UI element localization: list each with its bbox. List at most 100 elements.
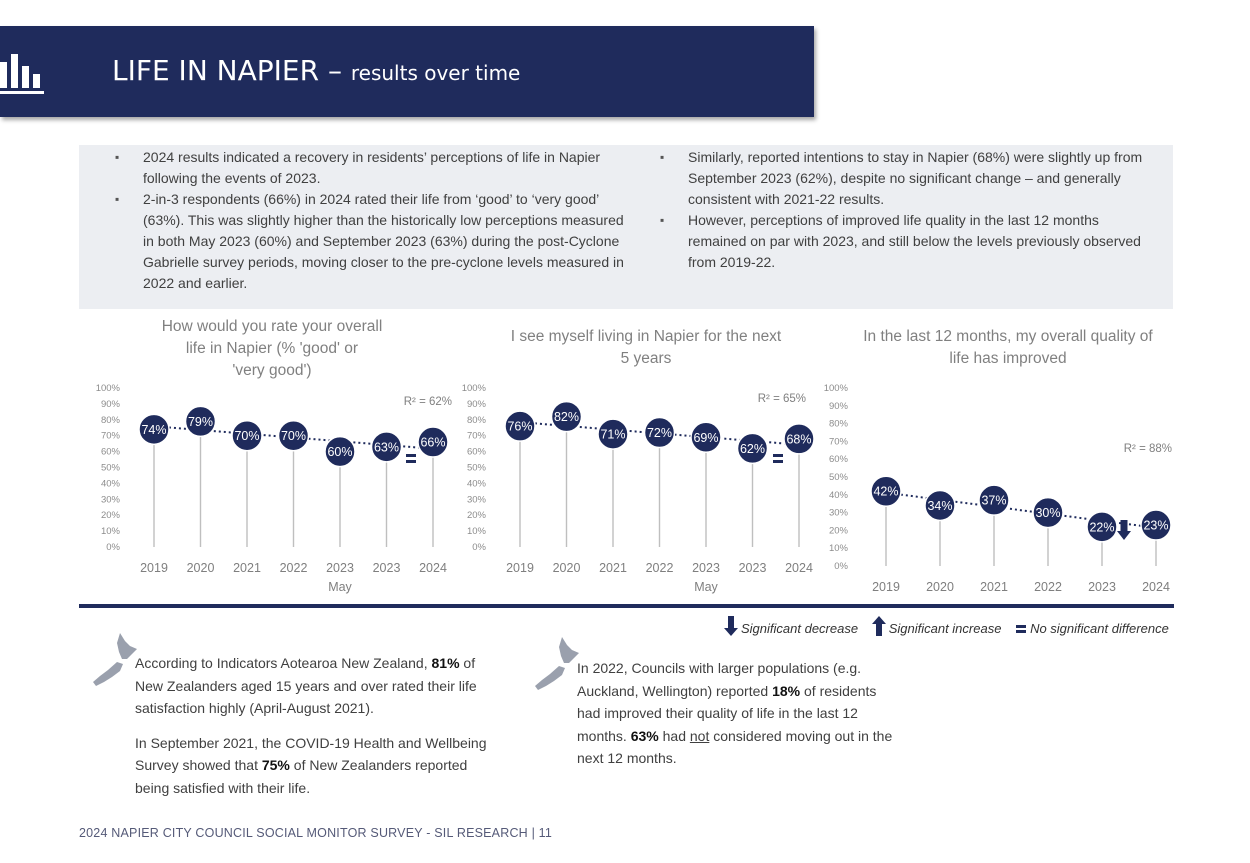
r-squared-label: R² = 65% <box>758 393 806 405</box>
x-tick-label: 2020 <box>553 561 581 575</box>
data-point <box>690 421 722 454</box>
equals-icon <box>406 454 416 463</box>
chart-title: How would you rate your overall <box>162 318 383 335</box>
chart-title: 'very good') <box>232 362 311 379</box>
x-tick-label: 2020 <box>926 580 954 594</box>
summary-left-list: 2024 results indicated a recovery in res… <box>111 147 631 294</box>
section-divider <box>79 604 1174 608</box>
data-point <box>370 431 403 463</box>
x-tick-label: 2022 <box>280 561 308 575</box>
data-label: 60% <box>327 445 352 459</box>
data-label: 82% <box>554 410 579 424</box>
data-point <box>138 413 170 446</box>
data-label: 74% <box>141 423 166 437</box>
legend-increase-label: Significant increase <box>888 621 1002 636</box>
data-label: 30% <box>1035 506 1060 520</box>
summary-right-item: However, perceptions of improved life qu… <box>656 210 1156 273</box>
x-tick-label: 2019 <box>140 561 168 575</box>
arrow-up-icon <box>871 616 886 636</box>
equals-icon <box>773 454 783 463</box>
equals-icon <box>1016 625 1027 633</box>
data-label: 62% <box>740 442 765 456</box>
x-tick-label: 2019 <box>506 561 534 575</box>
note-covid-survey: In September 2021, the COVID-19 Health a… <box>135 734 487 796</box>
y-tick-label: 50% <box>467 463 487 474</box>
y-tick-label: 30% <box>467 494 487 505</box>
x-tick-label: 2023 <box>326 561 354 575</box>
footer: 2024 NAPIER CITY COUNCIL SOCIAL MONITOR … <box>79 826 553 840</box>
y-tick-label: 90% <box>101 399 121 410</box>
y-tick-label: 10% <box>829 543 849 554</box>
chart-title: I see myself living in Napier for the ne… <box>511 328 782 345</box>
y-tick-label: 90% <box>467 399 487 410</box>
r-squared-label: R² = 62% <box>404 396 452 408</box>
data-point <box>277 419 310 452</box>
y-tick-label: 60% <box>467 447 487 458</box>
y-tick-label: 40% <box>829 490 849 501</box>
title-banner: LIFE IN NAPIER – results over time <box>0 26 814 117</box>
significance-legend: Significant decrease Significant increas… <box>724 616 1179 636</box>
data-point <box>978 484 1010 516</box>
x-tick-label: 2021 <box>980 580 1008 594</box>
page-title-sub: results over time <box>350 61 521 85</box>
legend-decrease: Significant decrease <box>724 616 858 636</box>
x-tick-label: 2022 <box>646 561 674 575</box>
legend-nochange-label: No significant difference <box>1030 621 1169 636</box>
equals-bar <box>773 454 783 457</box>
y-tick-label: 100% <box>824 383 849 394</box>
chart-title: life has improved <box>949 350 1066 367</box>
data-label: 71% <box>600 428 625 442</box>
data-label: 76% <box>507 420 532 434</box>
equals-bar <box>406 454 416 457</box>
chart-3: In the last 12 months, my overall qualit… <box>824 328 1172 594</box>
summary-left-item: 2024 results indicated a recovery in res… <box>111 147 631 189</box>
data-label: 22% <box>1089 520 1114 534</box>
summary-right-item: Similarly, reported intentions to stay i… <box>656 147 1156 210</box>
x-tick-label: May <box>694 580 718 594</box>
y-tick-label: 80% <box>829 419 849 430</box>
x-tick-label: 2023 <box>1088 580 1116 594</box>
chart-1: How would you rate your overall life in N… <box>96 318 452 594</box>
chart-2: I see myself living in Napier for the ne… <box>462 328 815 594</box>
y-tick-label: 10% <box>467 526 487 537</box>
y-tick-label: 20% <box>101 510 121 521</box>
data-label: 70% <box>234 429 259 443</box>
data-label: 70% <box>281 429 306 443</box>
y-tick-label: 100% <box>96 383 121 394</box>
y-tick-label: 40% <box>101 478 121 489</box>
data-label: 37% <box>981 494 1006 508</box>
data-point <box>1140 509 1172 541</box>
x-tick-label: 2024 <box>1142 580 1170 594</box>
data-label: 42% <box>873 485 898 499</box>
y-tick-label: 30% <box>829 508 849 519</box>
y-tick-label: 70% <box>467 431 487 442</box>
data-point <box>643 416 676 449</box>
data-point <box>1086 511 1118 543</box>
x-tick-label: 2022 <box>1034 580 1062 594</box>
data-label: 63% <box>374 440 399 454</box>
y-tick-label: 30% <box>101 494 121 505</box>
data-label: 79% <box>188 415 213 429</box>
x-tick-label: 2024 <box>785 561 813 575</box>
chart-title: life in Napier (% 'good' or <box>186 340 358 357</box>
equals-bar <box>406 460 416 463</box>
data-label: 69% <box>693 431 718 445</box>
x-tick-label: 2023 <box>692 561 720 575</box>
equals-bar <box>773 460 783 463</box>
y-tick-label: 20% <box>829 525 849 536</box>
data-point <box>184 405 217 438</box>
chart-title: 5 years <box>621 350 672 367</box>
y-tick-label: 40% <box>467 478 487 489</box>
data-point <box>550 400 583 433</box>
data-point <box>324 435 356 468</box>
x-tick-label: 2023 <box>739 561 767 575</box>
y-tick-label: 10% <box>101 526 121 537</box>
page-title: LIFE IN NAPIER – results over time <box>112 54 520 87</box>
summary-left-item: 2-in-3 respondents (66%) in 2024 rated t… <box>111 189 631 294</box>
legend-increase: Significant increase <box>871 616 1002 636</box>
data-point <box>231 419 263 452</box>
data-point <box>504 410 536 442</box>
y-tick-label: 60% <box>829 454 849 465</box>
data-label: 72% <box>647 426 672 440</box>
